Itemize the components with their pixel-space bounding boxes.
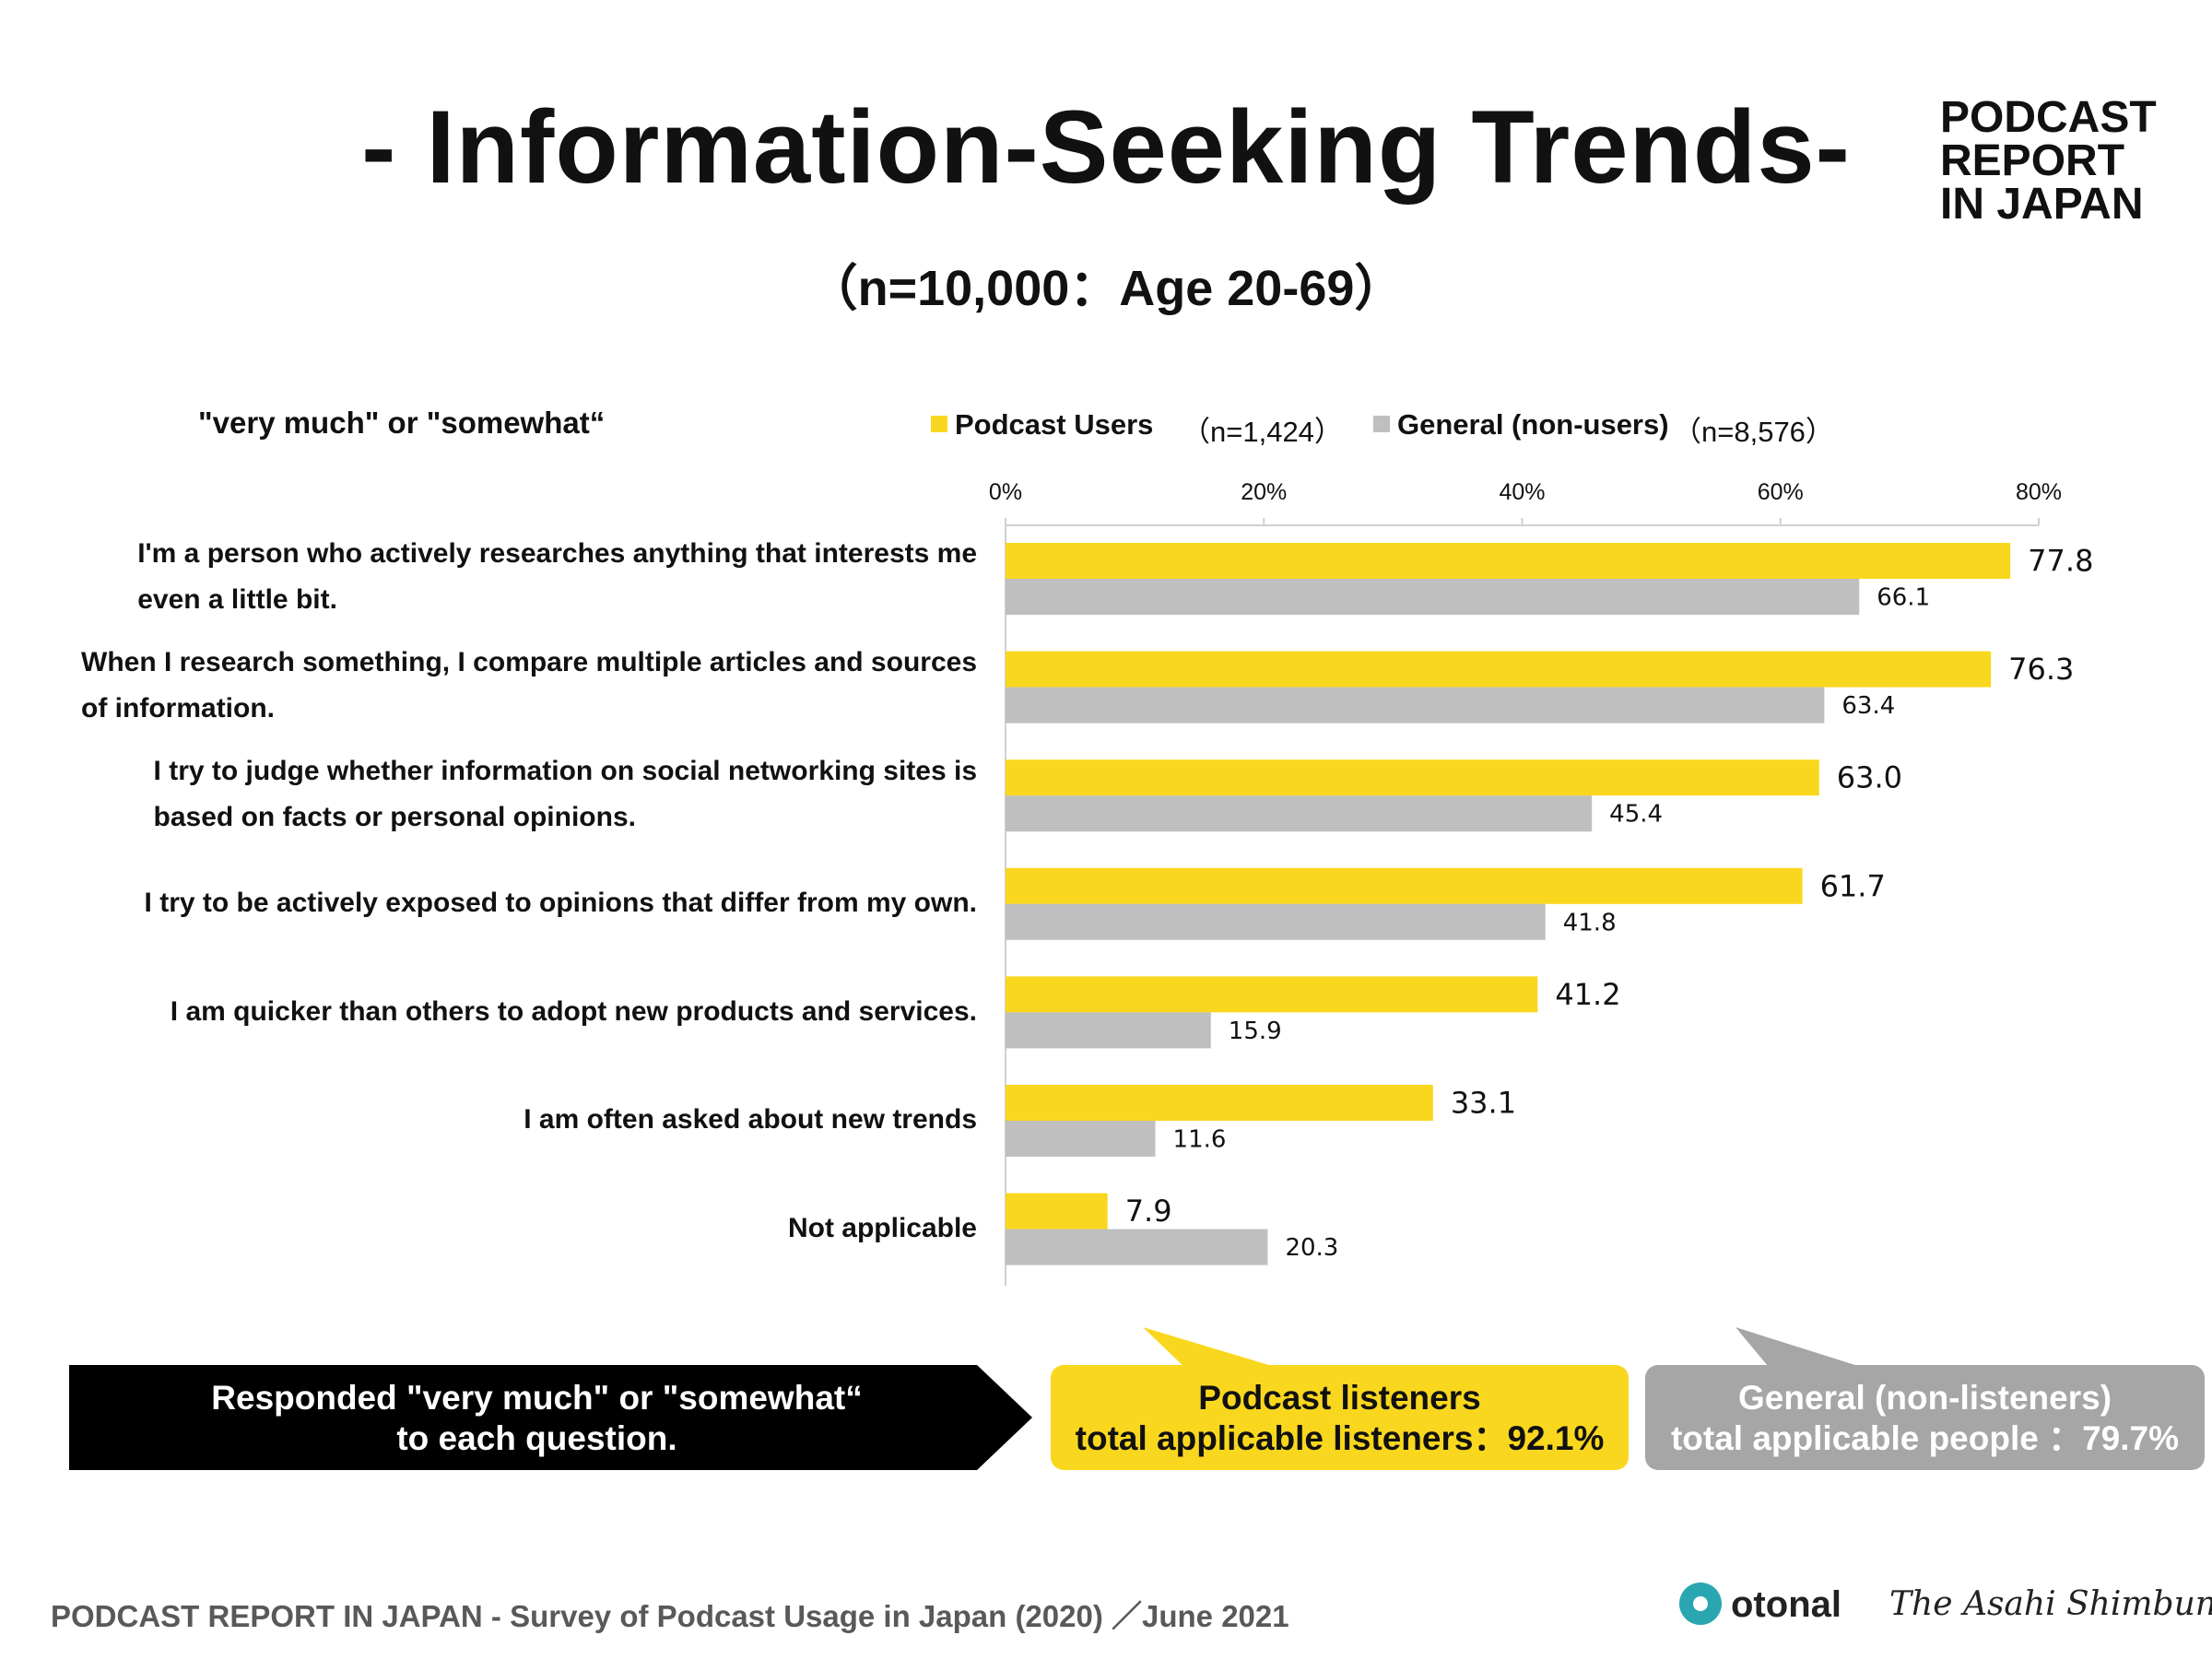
footer-source: PODCAST REPORT IN JAPAN - Survey of Podc…: [51, 1599, 1289, 1633]
callout-gray-pointer: [1735, 1327, 1876, 1371]
bar-general-4: [1006, 903, 1546, 940]
x-tick-label-3: 60%: [1758, 479, 1804, 505]
callout-responded-line-1: Responded "very much" or "somewhat“: [211, 1379, 863, 1417]
callout-responded: Responded "very much" or "somewhat“ to e…: [69, 1365, 1032, 1470]
bar-general-6: [1006, 1121, 1156, 1157]
callout-responded-line-2: to each question.: [396, 1419, 677, 1457]
callout-yellow-pointer: [1143, 1327, 1290, 1371]
data-label-general-7: 20.3: [1285, 1234, 1338, 1262]
bar-general-3: [1006, 795, 1593, 832]
logo-line-2: REPORT: [1940, 136, 2125, 185]
category-label-2-line-2: of information.: [81, 693, 276, 724]
legend-heading: "very much" or "somewhat“: [198, 406, 606, 440]
legend-swatch-podcast: [931, 416, 947, 432]
data-label-general-2: 63.4: [1841, 692, 1895, 720]
bar-podcast-7: [1006, 1193, 1108, 1230]
data-label-general-1: 66.1: [1877, 584, 1930, 612]
legend-podcast-n: （n=1,424）: [1182, 416, 1343, 448]
category-label-4: I try to be actively exposed to opinions…: [145, 880, 977, 926]
bar-chart: 0% 20% 40% 60% 80% 77.8 66.1 76.3 63.4 63.0 45.4 61…: [989, 479, 2093, 1286]
category-label-1-line-1: I'm a person who actively researches any…: [137, 538, 977, 569]
page-subtitle: （n=10,000：Age 20-69）: [807, 261, 1405, 316]
legend-general-n: （n=8,576）: [1673, 416, 1834, 448]
category-label-6-line-1: I am often asked about new trends: [524, 1104, 977, 1135]
data-label-podcast-4: 61.7: [1820, 868, 1886, 903]
callout-podcast-line-2: total applicable listeners：92.1%: [1075, 1419, 1605, 1457]
bar-podcast-2: [1006, 651, 1992, 688]
legend-general: General (non-users): [1373, 408, 1669, 441]
bar-general-2: [1006, 687, 1825, 724]
otonal-logo-text: otonal: [1731, 1584, 1841, 1625]
bar-general-1: [1006, 579, 1860, 615]
callout-general-line-2: total applicable people ：79.7%: [1670, 1419, 2180, 1457]
category-label-2-line-1: When I research something, I compare mul…: [81, 647, 977, 677]
legend-label-general: General (non-users): [1397, 408, 1669, 441]
logo-line-3: IN JAPAN: [1940, 180, 2144, 229]
category-label-4-line-1: I try to be actively exposed to opinions…: [144, 888, 977, 918]
callout-podcast-line-1: Podcast listeners: [1198, 1379, 1481, 1417]
x-tick-label-0: 0%: [989, 479, 1022, 505]
bar-podcast-3: [1006, 759, 1819, 796]
category-label-6: I am often asked about new trends: [524, 1097, 977, 1143]
callout-arrow-shape: [69, 1365, 1032, 1470]
data-label-podcast-6: 33.1: [1451, 1086, 1516, 1121]
bar-podcast-4: [1006, 867, 1803, 904]
callout-general-listeners: General (non-listeners) total applicable…: [1645, 1365, 2205, 1470]
logo-line-1: PODCAST: [1940, 93, 2157, 142]
asahi-shimbun-logo: The Asahi Shimbun: [1889, 1585, 2212, 1623]
category-label-7: Not applicable: [788, 1206, 977, 1252]
data-label-podcast-2: 76.3: [2008, 652, 2074, 687]
callout-podcast-listeners: Podcast listeners total applicable liste…: [1051, 1365, 1629, 1470]
bar-general-7: [1006, 1229, 1268, 1265]
category-label-5-line-1: I am quicker than others to adopt new pr…: [170, 996, 977, 1027]
legend-swatch-general: [1373, 416, 1390, 432]
category-label-3-line-1: I try to judge whether information on so…: [153, 756, 977, 786]
bar-podcast-1: [1006, 543, 2011, 579]
data-label-general-3: 45.4: [1609, 801, 1663, 829]
data-label-general-6: 11.6: [1173, 1126, 1227, 1154]
x-tick-label-4: 80%: [2016, 479, 2062, 505]
legend-label-podcast: Podcast Users: [955, 408, 1154, 441]
category-label-3: I try to judge whether information on so…: [154, 748, 977, 841]
data-label-general-5: 15.9: [1229, 1018, 1282, 1045]
category-label-7-line-1: Not applicable: [787, 1213, 977, 1243]
category-label-2: When I research something, I compare mul…: [81, 640, 977, 732]
x-tick-label-1: 20%: [1241, 479, 1287, 505]
otonal-logo: otonal: [1679, 1583, 1841, 1626]
data-label-podcast-5: 41.2: [1555, 977, 1620, 1012]
data-label-general-4: 41.8: [1563, 909, 1617, 936]
bar-podcast-5: [1006, 976, 1538, 1013]
data-label-podcast-7: 7.9: [1125, 1194, 1172, 1229]
category-label-5: I am quicker than others to adopt new pr…: [171, 989, 977, 1035]
podcast-report-logo: PODCAST REPORT IN JAPAN: [1940, 93, 2157, 229]
legend-podcast-users: Podcast Users: [931, 408, 1153, 441]
otonal-logo-icon: [1679, 1583, 1722, 1625]
bar-podcast-6: [1006, 1085, 1433, 1121]
callout-general-line-1: General (non-listeners): [1737, 1379, 2112, 1417]
data-label-podcast-1: 77.8: [2028, 544, 2093, 579]
x-tick-label-2: 40%: [1499, 479, 1545, 505]
page-title: - Information-Seeking Trends-: [361, 89, 1851, 205]
category-label-1-line-2: even a little bit.: [137, 584, 337, 615]
category-label-3-line-2: based on facts or personal opinions.: [153, 802, 636, 832]
data-label-podcast-3: 63.0: [1837, 760, 1902, 795]
bar-general-5: [1006, 1012, 1211, 1049]
category-label-1: I'm a person who actively researches any…: [137, 531, 977, 623]
